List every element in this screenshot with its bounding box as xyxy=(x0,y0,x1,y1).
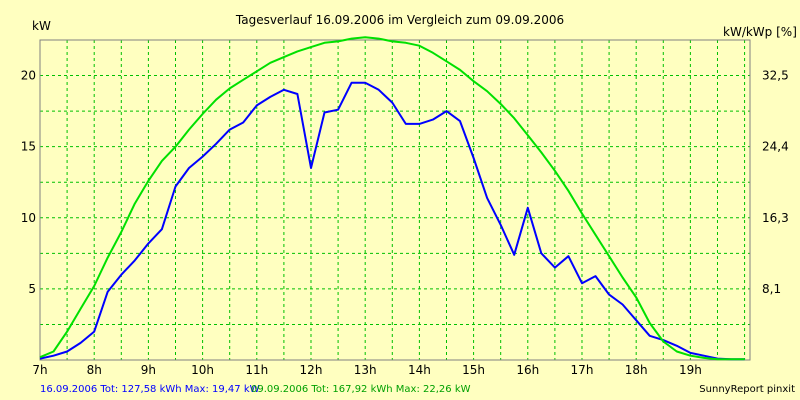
y-tick-label-right: 16,3 xyxy=(762,211,789,225)
y-tick-label-left: 5 xyxy=(28,282,36,296)
x-tick-label: 7h xyxy=(32,363,47,377)
legend-series-1: 16.09.2006 Tot: 127,58 kWh Max: 19,47 kW xyxy=(40,384,260,395)
grid xyxy=(40,40,750,360)
x-tick-label: 19h xyxy=(679,363,702,377)
y-tick-label-left: 15 xyxy=(21,140,36,154)
series-layer xyxy=(39,36,745,361)
chart-title: Tagesverlauf 16.09.2006 im Vergleich zum… xyxy=(235,13,564,27)
x-tick-label: 15h xyxy=(462,363,485,377)
y-tick-label-left: 20 xyxy=(21,69,36,83)
y-tick-labels-left: 5 10 15 20 xyxy=(21,69,36,296)
series-line-2 xyxy=(39,36,745,361)
y-tick-label-left: 10 xyxy=(21,211,36,225)
x-tick-label: 12h xyxy=(300,363,323,377)
y-tick-labels-right: 8,1 16,3 24,4 32,5 xyxy=(762,69,789,296)
x-tick-label: 18h xyxy=(625,363,648,377)
x-tick-label: 17h xyxy=(571,363,594,377)
y-axis-label-left: kW xyxy=(32,19,51,33)
x-tick-labels: 7h 8h 9h 10h 11h 12h 13h 14h 15h 16h 17h 18h 19h xyxy=(32,363,701,377)
legend-series-2: 09.09.2006 Tot: 167,92 kWh Max: 22,26 kW xyxy=(251,384,471,395)
series-line-1 xyxy=(39,81,745,361)
x-tick-label: 13h xyxy=(354,363,377,377)
x-tick-label: 11h xyxy=(245,363,268,377)
x-tick-label: 14h xyxy=(408,363,431,377)
y-tick-label-right: 8,1 xyxy=(762,282,781,296)
x-tick-label: 9h xyxy=(141,363,156,377)
x-tick-label: 10h xyxy=(191,363,214,377)
plot-area xyxy=(39,39,751,361)
credit-text: SunnyReport pinxit xyxy=(699,384,795,395)
y-axis-label-right: kW/kWp [%] xyxy=(723,25,797,39)
x-tick-label: 8h xyxy=(87,363,102,377)
x-tick-label: 16h xyxy=(516,363,539,377)
y-tick-label-right: 24,4 xyxy=(762,140,789,154)
y-tick-label-right: 32,5 xyxy=(762,69,789,83)
